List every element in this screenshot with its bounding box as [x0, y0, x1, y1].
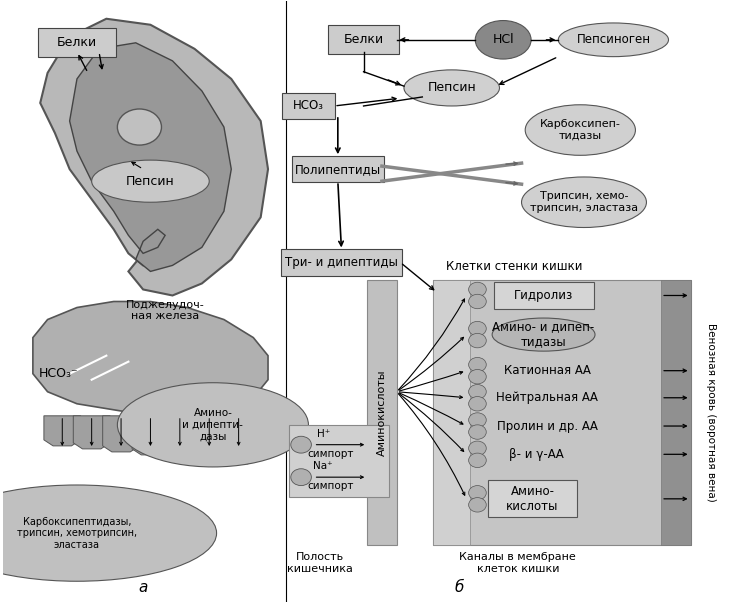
Text: Белки: Белки [344, 33, 384, 46]
Text: Белки: Белки [57, 36, 97, 49]
Circle shape [469, 385, 486, 399]
Text: HCl: HCl [492, 33, 514, 46]
Polygon shape [73, 416, 110, 449]
Polygon shape [220, 416, 257, 464]
Text: β- и γ-АА: β- и γ-АА [509, 448, 564, 461]
FancyBboxPatch shape [494, 282, 593, 309]
FancyBboxPatch shape [291, 156, 384, 182]
FancyBboxPatch shape [367, 280, 397, 545]
FancyBboxPatch shape [282, 93, 335, 119]
Text: Клетки стенки кишки: Клетки стенки кишки [446, 260, 582, 273]
Text: Пепсин: Пепсин [427, 81, 476, 95]
Polygon shape [44, 416, 81, 446]
FancyBboxPatch shape [38, 28, 116, 57]
Circle shape [469, 441, 486, 455]
Text: Полипептиды: Полипептиды [295, 163, 381, 175]
Polygon shape [132, 416, 168, 455]
Ellipse shape [118, 383, 308, 467]
Circle shape [291, 469, 311, 485]
Circle shape [118, 109, 161, 145]
Circle shape [469, 321, 486, 336]
FancyBboxPatch shape [661, 280, 690, 545]
Text: Катионная АА: Катионная АА [504, 364, 590, 377]
Ellipse shape [404, 70, 500, 106]
Circle shape [469, 294, 486, 309]
Text: симпорт: симпорт [307, 481, 354, 491]
Circle shape [469, 282, 486, 297]
Circle shape [469, 453, 486, 467]
Ellipse shape [0, 485, 217, 581]
Polygon shape [191, 416, 228, 461]
Polygon shape [103, 416, 140, 452]
Text: Нейтральная АА: Нейтральная АА [497, 391, 598, 404]
Text: Пролин и др. АА: Пролин и др. АА [497, 420, 598, 432]
Text: НСО₃: НСО₃ [293, 99, 324, 113]
Text: Поджелудоч-
ная железа: Поджелудоч- ная железа [126, 300, 205, 321]
Circle shape [469, 497, 486, 512]
Ellipse shape [522, 177, 647, 227]
Text: Гидролиз: Гидролиз [514, 289, 573, 302]
FancyBboxPatch shape [488, 481, 577, 517]
PathPatch shape [69, 43, 231, 271]
FancyBboxPatch shape [289, 425, 389, 497]
Text: Амино- и дипеп-
тидазы: Амино- и дипеп- тидазы [492, 321, 595, 349]
Text: б: б [454, 579, 464, 595]
Text: Три- и дипептиды: Три- и дипептиды [285, 256, 398, 269]
Text: Каналы в мембране
клеток кишки: Каналы в мембране клеток кишки [460, 552, 576, 574]
Text: Карбоксипептидазы,
трипсин, хемотрипсин,
эластаза: Карбоксипептидазы, трипсин, хемотрипсин,… [17, 517, 137, 550]
Circle shape [469, 413, 486, 428]
PathPatch shape [40, 19, 268, 295]
Text: Полость
кишечника: Полость кишечника [287, 552, 353, 574]
Text: Трипсин, хемо-
трипсин, эластаза: Трипсин, хемо- трипсин, эластаза [530, 191, 638, 213]
Text: НСО₃⁻: НСО₃⁻ [38, 367, 78, 380]
Circle shape [469, 333, 486, 348]
Ellipse shape [558, 23, 669, 57]
Ellipse shape [475, 21, 531, 59]
FancyBboxPatch shape [433, 280, 470, 545]
Text: Амино-
и дипепти-
дазы: Амино- и дипепти- дазы [183, 408, 243, 441]
Polygon shape [161, 416, 198, 458]
Text: Na⁺: Na⁺ [313, 461, 333, 471]
Text: симпорт: симпорт [307, 449, 354, 459]
Text: Аминокислоты: Аминокислоты [377, 370, 387, 456]
Ellipse shape [525, 105, 636, 156]
Text: Венозная кровь (воротная вена): Венозная кровь (воротная вена) [706, 323, 716, 502]
Text: Пепсиноген: Пепсиноген [576, 33, 650, 46]
Text: Амино-
кислоты: Амино- кислоты [506, 485, 559, 513]
FancyBboxPatch shape [281, 249, 403, 276]
Circle shape [469, 370, 486, 384]
PathPatch shape [33, 302, 268, 416]
Text: H⁺: H⁺ [316, 429, 330, 438]
FancyBboxPatch shape [433, 280, 690, 545]
Circle shape [291, 436, 311, 453]
Circle shape [469, 425, 486, 439]
Circle shape [469, 358, 486, 372]
FancyBboxPatch shape [328, 25, 399, 54]
Circle shape [469, 485, 486, 500]
Circle shape [469, 397, 486, 411]
Text: Карбоксипеп-
тидазы: Карбоксипеп- тидазы [540, 119, 621, 141]
Text: Пепсин: Пепсин [126, 175, 175, 188]
Ellipse shape [92, 160, 209, 202]
Ellipse shape [492, 318, 595, 351]
Text: а: а [138, 579, 148, 595]
